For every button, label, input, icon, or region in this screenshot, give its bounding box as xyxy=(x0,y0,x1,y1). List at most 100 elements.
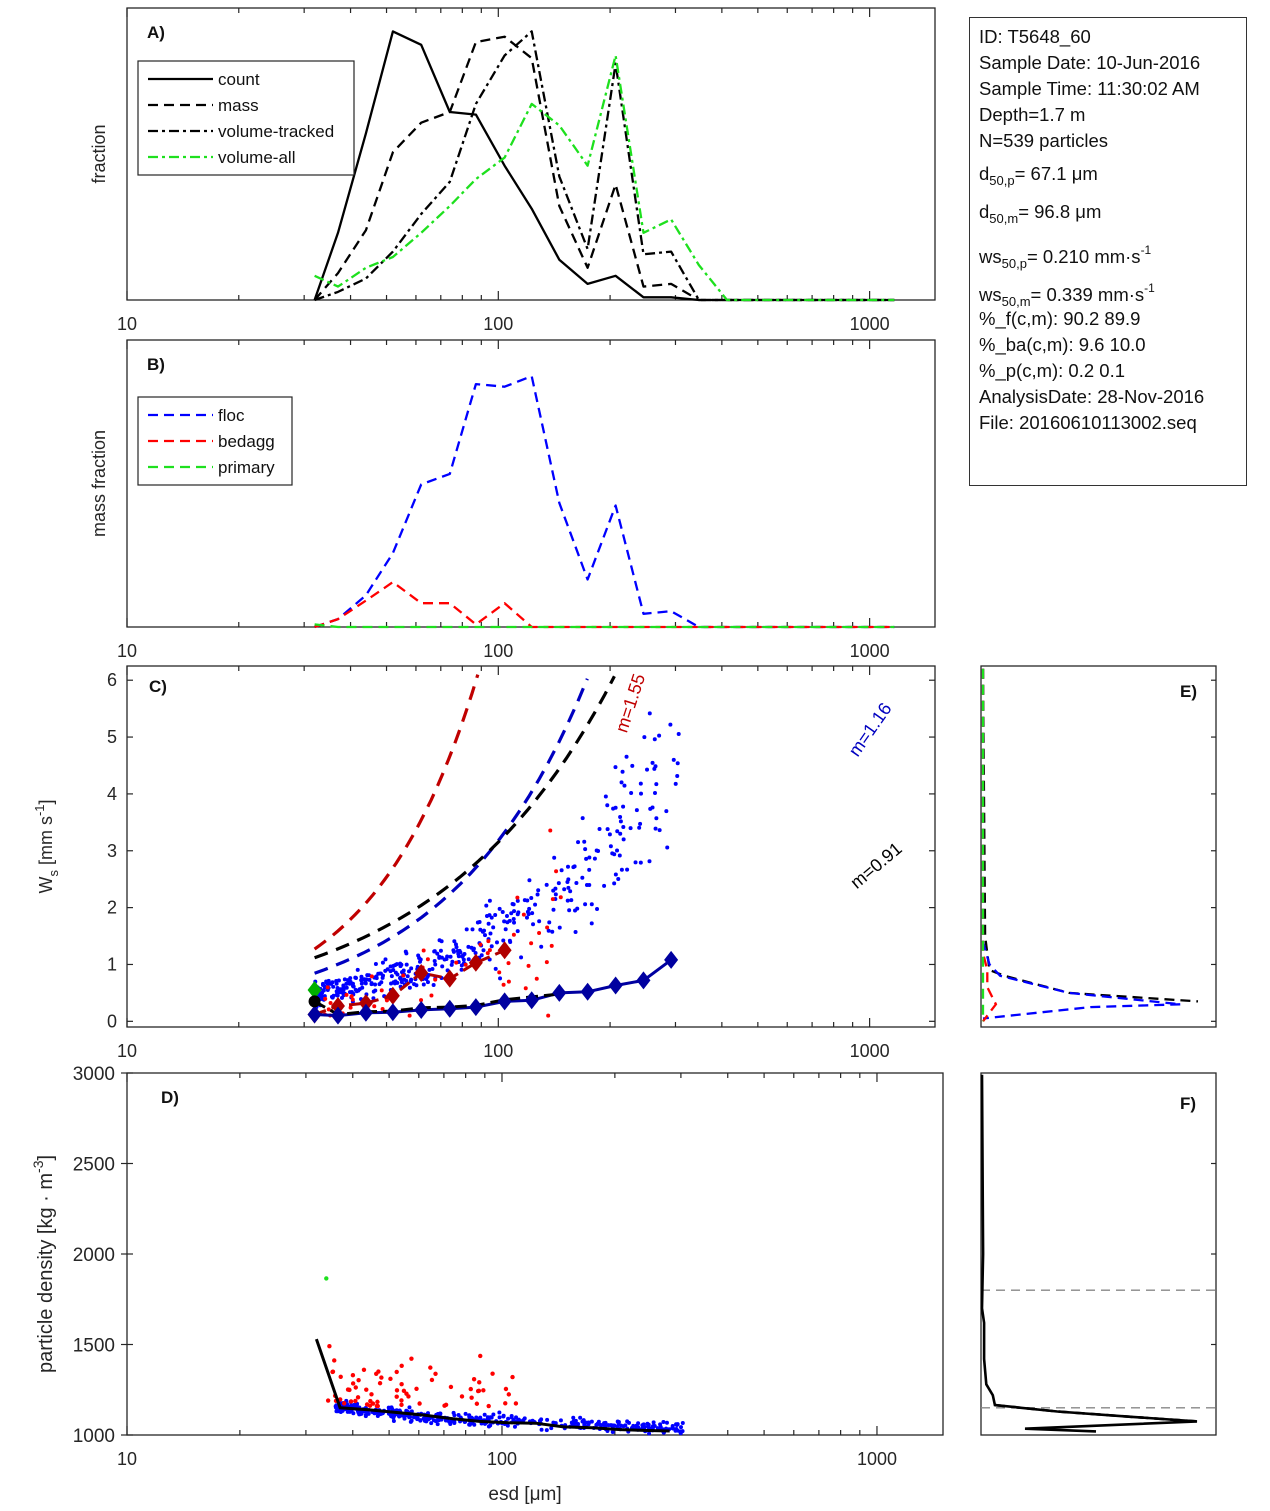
particle-point-bedagg xyxy=(474,1401,480,1406)
particle-point-floc xyxy=(589,1419,594,1424)
particle-point-floc xyxy=(443,1418,448,1423)
panel-D-ytick-label: 3000 xyxy=(73,1064,115,1085)
particle-point-bedagg xyxy=(463,962,468,967)
ws50p-sub: 50,p xyxy=(1001,256,1027,271)
panel-C-ylabel-part: s xyxy=(46,870,61,877)
particle-point-floc xyxy=(552,855,557,860)
particle-point-floc xyxy=(460,953,465,958)
particle-point-floc xyxy=(354,989,359,994)
fit-line-all-fit xyxy=(314,675,616,960)
particle-point-bedagg xyxy=(486,939,491,944)
particle-point-bedagg xyxy=(325,985,330,990)
particle-point-floc xyxy=(668,722,673,727)
particle-point-floc xyxy=(389,981,394,986)
mean-density-line xyxy=(314,1338,670,1433)
particle-point-floc xyxy=(553,892,558,897)
particle-point-floc xyxy=(583,1420,588,1425)
panel-D-ytick-label: 2500 xyxy=(73,1155,115,1176)
particle-point-floc xyxy=(407,985,412,990)
particle-point-bedagg xyxy=(399,1363,404,1368)
particle-point-floc xyxy=(661,1419,666,1424)
series-line-primary xyxy=(314,623,895,629)
panel-C-label: C) xyxy=(149,677,167,696)
particle-point-floc xyxy=(678,1425,683,1430)
particle-point-floc xyxy=(617,853,622,858)
particle-point-floc xyxy=(397,1414,402,1419)
particle-point-bedagg xyxy=(546,1013,551,1018)
particle-point-bedagg xyxy=(364,1402,370,1407)
particle-point-floc xyxy=(464,927,469,932)
particle-point-floc xyxy=(536,888,541,893)
particle-point-bedagg xyxy=(327,1344,332,1349)
particle-point-floc xyxy=(596,1419,601,1424)
info-file: File: 20160610113002.seq xyxy=(979,412,1197,433)
panel-B-label: B) xyxy=(147,355,165,374)
particle-point-bedagg xyxy=(478,942,483,947)
particle-point-floc xyxy=(634,808,639,813)
particle-point-floc xyxy=(549,1426,554,1431)
particle-point-floc xyxy=(533,902,538,907)
particle-point-floc xyxy=(509,1415,514,1420)
d50m-sub: 50,m xyxy=(989,211,1019,226)
bin-mean-marker-floc xyxy=(414,1000,429,1019)
bin-mean-marker-bedagg xyxy=(414,963,429,982)
particle-point-floc xyxy=(623,1423,628,1428)
particle-point-floc xyxy=(575,906,580,911)
particle-point-floc xyxy=(485,1417,490,1422)
particle-point-bedagg xyxy=(348,1399,354,1404)
fit-label-bedagg-fit: m=1.55 xyxy=(611,671,649,735)
panel-C-axes: 10 100 1000 0 1 2 3 4 5 6 C) Ws [mm s-1] m=1.55 m=1.1… xyxy=(32,665,936,1061)
series-line-volume-tracked xyxy=(314,30,895,302)
panel-C-ytick-label: 4 xyxy=(107,784,117,804)
particle-point-floc xyxy=(650,805,655,810)
particle-point-floc xyxy=(580,816,585,821)
particle-point-floc xyxy=(653,826,658,831)
panel-B-ylabel: mass fraction xyxy=(89,430,109,537)
info-ws50p: ws50,p= 0.210 mm·s-1 xyxy=(979,230,1246,271)
legend-entry-primary: primary xyxy=(218,458,275,477)
particle-point-floc xyxy=(467,1413,472,1418)
panel-C-ytick-label: 0 xyxy=(107,1011,117,1031)
panel-C-xtick-label: 1000 xyxy=(850,1041,890,1061)
particle-point-bedagg xyxy=(399,1381,404,1387)
particle-point-floc xyxy=(664,809,669,814)
particle-point-floc xyxy=(373,988,378,993)
particle-point-floc xyxy=(621,824,626,829)
bin-mean-marker-bedagg xyxy=(497,941,512,960)
particle-point-floc xyxy=(584,856,589,861)
particle-point-bedagg xyxy=(503,1386,509,1392)
particle-point-floc xyxy=(646,1422,651,1427)
particle-point-bedagg xyxy=(369,974,374,979)
particle-point-floc xyxy=(359,977,364,982)
particle-point-floc xyxy=(603,794,608,799)
particle-point-floc xyxy=(466,944,471,949)
particle-point-floc xyxy=(432,949,437,954)
particle-point-floc xyxy=(624,754,629,759)
particle-point-floc xyxy=(402,1416,407,1421)
particle-point-floc xyxy=(642,735,647,740)
particle-point-floc xyxy=(574,880,579,885)
particle-point-floc xyxy=(346,1409,351,1414)
particle-point-floc xyxy=(573,929,578,934)
particle-point-bedagg xyxy=(558,895,563,900)
particle-point-bedagg xyxy=(417,1401,422,1406)
particle-point-floc xyxy=(405,974,410,979)
particle-point-floc xyxy=(586,1422,591,1427)
particle-point-floc xyxy=(671,757,676,762)
particle-point-floc xyxy=(654,782,659,787)
particle-point-bedagg xyxy=(399,1398,404,1403)
particle-point-floc xyxy=(321,988,326,993)
particle-point-floc xyxy=(331,984,336,989)
particle-point-bedagg xyxy=(353,1398,358,1404)
particle-point-floc xyxy=(402,977,407,982)
particle-point-bedagg xyxy=(326,1007,331,1012)
particle-point-floc xyxy=(383,957,388,962)
particle-point-floc xyxy=(389,1414,394,1419)
particle-point-floc xyxy=(512,909,517,914)
particle-point-floc xyxy=(626,1420,631,1425)
info-pct-p: %_p(c,m): 0.2 0.1 xyxy=(979,360,1126,381)
panel-A-axes: 10 100 1000 A) fraction count mass volume-track… xyxy=(89,7,936,334)
particle-point-floc xyxy=(479,953,484,958)
particle-point-floc xyxy=(645,767,650,772)
particle-point-bedagg xyxy=(487,948,492,953)
